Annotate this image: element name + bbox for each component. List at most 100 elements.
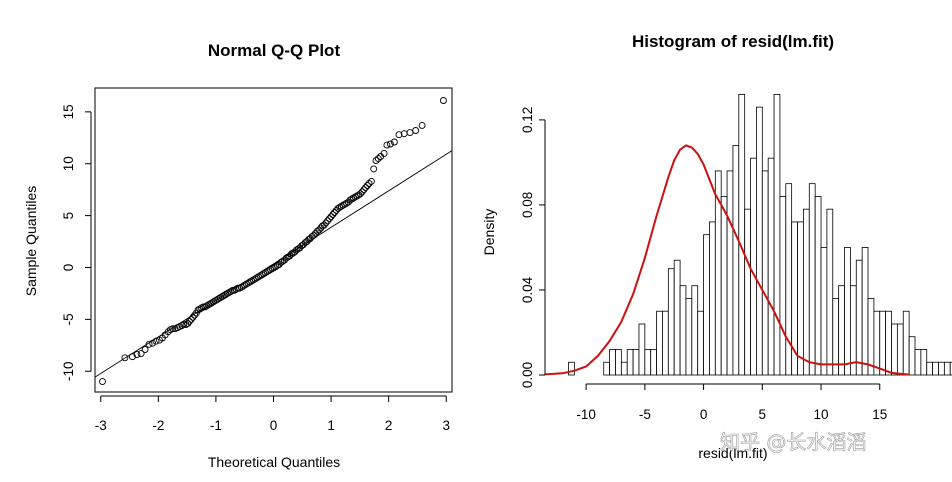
qq-point	[322, 219, 330, 227]
qq-point	[258, 271, 266, 279]
qq-plot-title: Normal Q-Q Plot	[208, 41, 341, 60]
histogram-bar	[662, 310, 669, 376]
histogram-bar	[943, 361, 951, 376]
histogram-title: Histogram of resid(lm.fit)	[632, 32, 834, 51]
histogram-bar	[820, 247, 828, 376]
histogram-bar	[703, 234, 710, 376]
histogram-y-tick-label: 0.08	[520, 192, 535, 218]
histogram-bar	[814, 196, 822, 376]
qq-point	[439, 97, 447, 104]
qq-point	[315, 226, 323, 234]
qq-point	[137, 350, 145, 358]
qq-point	[412, 127, 420, 134]
qq-point	[265, 267, 273, 275]
qq-x-tick-label: 1	[327, 418, 335, 433]
qq-point	[218, 293, 226, 300]
qq-point	[267, 266, 275, 274]
qq-point	[206, 300, 214, 308]
histogram-x-axis-label: resid(lm.fit)	[698, 445, 767, 461]
qq-point	[348, 195, 356, 203]
histogram-y-tick-label: 0.00	[520, 362, 535, 388]
histogram-bar	[620, 361, 628, 376]
histogram-bar	[744, 208, 751, 376]
histogram-bar	[891, 323, 898, 376]
qq-point	[374, 155, 382, 163]
histogram-bar	[650, 349, 657, 376]
histogram-bar	[773, 93, 781, 376]
qq-point	[121, 354, 129, 362]
qq-point	[293, 246, 300, 254]
histogram-x-tick-label: 15	[872, 407, 887, 422]
qq-point	[260, 270, 268, 278]
qq-point	[184, 320, 192, 327]
qq-point	[220, 292, 228, 299]
histogram-bar	[638, 323, 646, 376]
qq-point	[383, 141, 391, 149]
qq-y-tick-label: 0	[61, 264, 76, 272]
histogram-bar	[697, 310, 704, 376]
histogram-x-tick-label: 10	[814, 407, 829, 422]
histogram-x-tick-label: 5	[759, 407, 767, 422]
qq-point	[180, 321, 188, 329]
histogram-bar	[885, 310, 892, 376]
density-curve	[544, 144, 910, 376]
qq-point	[331, 209, 338, 216]
histogram-bar	[949, 361, 952, 376]
qq-point	[215, 295, 223, 303]
histogram-bar	[797, 221, 804, 376]
histogram-x-tick-label: 0	[700, 407, 708, 422]
histogram-x-tick-label: -5	[639, 407, 651, 422]
histogram-bar	[861, 247, 869, 376]
qq-point	[203, 302, 211, 310]
qq-y-axis: -10 -5 0 5 10 15	[61, 104, 92, 381]
qq-point	[164, 328, 172, 336]
qq-point	[169, 325, 177, 333]
histogram-bar	[920, 349, 928, 376]
qq-x-axis: -3 -2 -1 0 1 2 3	[95, 395, 450, 433]
qq-point	[329, 211, 337, 219]
qq-point	[191, 311, 199, 319]
qq-x-tick-label: -2	[152, 418, 164, 433]
qq-point	[390, 138, 398, 146]
histogram-bar	[855, 259, 863, 376]
qq-point	[178, 322, 186, 330]
histogram-bar	[685, 298, 693, 376]
histogram-panel: Histogram of resid(lm.fit) -10 -5 0 5 10 15 0…	[481, 32, 952, 461]
watermark-text: 知乎 @长水滔滔	[720, 430, 866, 454]
qq-point	[395, 131, 403, 139]
qq-x-tick-label: -1	[210, 418, 222, 433]
qq-point	[263, 268, 271, 276]
histogram-bar	[908, 336, 916, 376]
qq-y-tick-label: 10	[61, 156, 76, 171]
histogram-bar	[926, 361, 934, 376]
histogram-bar	[826, 208, 834, 376]
qq-point	[353, 192, 361, 200]
histogram-bar	[720, 196, 728, 376]
qq-point	[372, 157, 380, 165]
qq-point	[272, 263, 280, 270]
histogram-y-tick-label: 0.12	[520, 107, 535, 133]
qq-x-tick-label: 2	[385, 418, 393, 433]
qq-point	[327, 213, 335, 221]
qq-point	[217, 294, 224, 302]
histogram-bar	[902, 310, 910, 376]
histogram-bar	[626, 349, 634, 376]
histogram-bar	[779, 196, 787, 376]
qq-point	[201, 303, 209, 311]
qq-point	[204, 301, 212, 309]
qq-point	[324, 217, 332, 225]
qq-point	[268, 265, 276, 272]
qq-point	[370, 165, 378, 173]
histogram-bar	[767, 157, 775, 376]
qq-point	[362, 184, 370, 192]
histogram-bar	[914, 349, 922, 376]
histogram-bar	[709, 221, 716, 376]
qq-point	[365, 180, 373, 187]
histogram-bar	[750, 157, 757, 376]
histogram-bar	[873, 310, 881, 376]
histogram-bar	[679, 285, 687, 376]
qq-y-tick-label: -5	[61, 313, 76, 325]
histogram-bars	[568, 93, 952, 376]
histogram-bar	[756, 106, 763, 376]
